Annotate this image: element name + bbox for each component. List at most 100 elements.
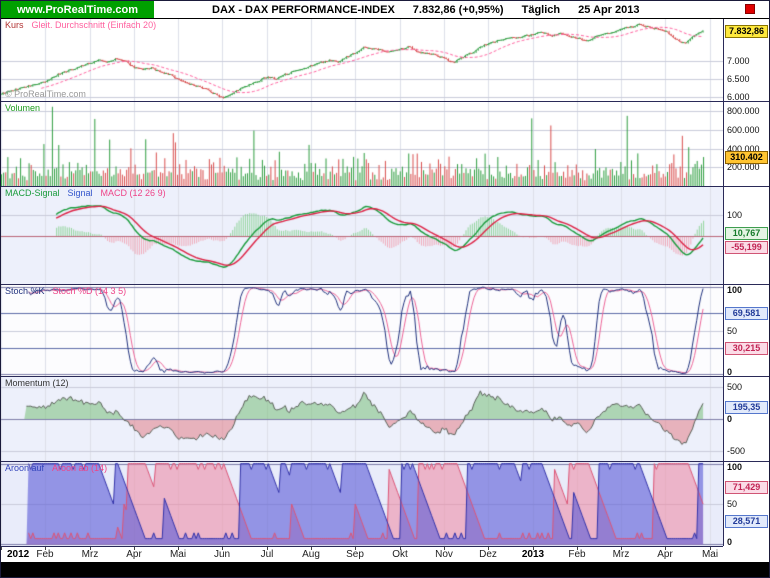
volume-panel: Volumen 800.000 600.000 400.000 200.000 310.… [1,101,769,186]
time-axis-tick [311,547,312,550]
volume-axis: 800.000 600.000 400.000 200.000 310.402 [723,102,769,186]
time-axis-label: Mai [701,549,719,560]
aroon-chart-canvas[interactable] [1,462,723,546]
time-axis-label: Sep [346,549,364,560]
price-chart-canvas[interactable] [1,19,723,101]
time-axis-label: Apr [126,549,142,560]
time-axis-label: Mai [169,549,187,560]
price-panel: Kurs Gleit. Durchschnitt (Einfach 20) © … [1,19,769,102]
record-status-icon[interactable] [745,4,755,14]
time-axis-label: Mrz [612,549,630,560]
time-axis-tick [710,547,711,550]
momentum-series-label: Momentum (12) [5,378,69,388]
time-axis-tick [621,547,622,550]
time-axis-label: Okt [392,549,408,560]
time-axis-label: Feb [568,549,586,560]
macd-histogram-label: MACD-Signal [5,188,60,198]
aroon-legend: Aroon auf Aroon ab (14) [5,463,107,473]
date-label: 25 Apr 2013 [578,3,640,16]
time-axis-label: Nov [435,549,453,560]
prorealtime-watermark: © ProRealTime.com [5,89,86,99]
y-axis-label: 50 [727,325,738,336]
chart-header: www.ProRealTime.com DAX - DAX PERFORMANC… [1,1,769,19]
time-axis-tick [444,547,445,550]
y-axis-label: 100 [727,462,743,472]
macd-axis: 100 10,767 -55,199 [723,187,769,284]
time-axis-label: 2012 [7,549,30,560]
y-axis-label: 400.000 [727,143,760,154]
time-axis-label: Apr [657,549,673,560]
time-axis-label: Jun [213,549,231,560]
time-axis-label: Aug [302,549,320,560]
macd-chart-canvas[interactable] [1,187,723,284]
y-axis-label: 0 [727,367,733,377]
aroon-value-badge: 71,429 [725,480,768,494]
time-axis-label: Feb [36,549,54,560]
time-axis-tick [533,547,534,550]
macd-line-label: MACD (12 26 9) [100,188,166,198]
moving-average-label: Gleit. Durchschnitt (Einfach 20) [31,20,157,30]
aroon-axis: 100 50 0 71,429 28,571 [723,462,769,547]
momentum-legend: Momentum (12) [5,378,69,388]
stoch-panel: Stoch %K Stoch %D (14 3 5) 100 50 0 69,581 3… [1,284,769,377]
instrument-title: DAX - DAX PERFORMANCE-INDEX [212,3,395,16]
time-axis-label: Dez [479,549,497,560]
time-axis-tick [400,547,401,550]
y-axis-label: 800.000 [727,106,760,117]
y-axis-label: 600.000 [727,125,760,135]
window-bottom-bar [1,562,769,577]
y-axis-label: 100 [727,209,743,220]
aroon-value-badge: 28,571 [725,515,768,529]
stoch-k-label: Stoch %K [5,286,45,296]
volume-chart-canvas[interactable] [1,102,723,186]
time-axis-tick [134,547,135,550]
y-axis-label: 6.500 [727,73,750,84]
macd-panel: MACD-Signal Signal MACD (12 26 9) 100 10,… [1,186,769,284]
y-axis-label: 100 [727,285,743,295]
y-axis-label: 0 [727,537,733,547]
price-axis: 7.000 6.500 6.000 7.832,86 [723,19,769,102]
y-axis-label: -500 [727,445,746,456]
time-axis-tick [488,547,489,550]
stoch-legend: Stoch %K Stoch %D (14 3 5) [5,286,126,296]
y-axis-label: 200.000 [727,162,760,173]
y-axis-label: 6.000 [727,91,750,102]
time-axis-label: Jul [260,549,274,560]
y-axis-label: 7.000 [727,55,750,66]
time-axis-tick [90,547,91,550]
stoch-value-badge: 30,215 [725,341,768,355]
time-axis-tick [577,547,578,550]
chart-title-group: DAX - DAX PERFORMANCE-INDEX 7.832,86 (+0… [212,4,639,16]
macd-signal-label: Signal [67,188,93,198]
time-axis-tick [45,547,46,550]
momentum-panel: Momentum (12) 500 0 -500 195,35 [1,376,769,461]
price-series-label: Kurs [5,20,24,30]
last-quote: 7.832,86 (+0,95%) [412,3,504,16]
momentum-value-badge: 195,35 [725,400,768,414]
stoch-d-label: Stoch %D (14 3 5) [52,286,127,296]
time-axis-tick [1,547,2,550]
stoch-axis: 100 50 0 69,581 30,215 [723,285,769,377]
price-legend: Kurs Gleit. Durchschnitt (Einfach 20) [5,20,156,30]
y-axis-label: 500 [727,382,743,393]
volume-legend: Volumen [5,103,40,113]
price-value-badge: 7.832,86 [725,24,768,38]
time-axis-tick [355,547,356,550]
time-axis[interactable]: 2012 Feb Mrz Apr Mai Jun Jul Aug Sep Okt Nov Dez 201… [1,546,723,562]
momentum-axis: 500 0 -500 195,35 [723,377,769,461]
aroon-panel: Aroon auf Aroon ab (14) 100 50 0 71,429 28,5… [1,461,769,547]
time-axis-tick [267,547,268,550]
momentum-chart-canvas[interactable] [1,377,723,461]
stoch-chart-canvas[interactable] [1,285,723,376]
macd-value-badge: -55,199 [725,240,768,254]
time-axis-label: Mrz [81,549,99,560]
timeframe-label: Täglich [521,3,561,16]
time-axis-label: 2013 [521,549,545,560]
macd-legend: MACD-Signal Signal MACD (12 26 9) [5,188,166,198]
prorealtime-logo-link[interactable]: www.ProRealTime.com [1,1,155,18]
y-axis-label: 0 [727,414,733,424]
aroon-up-label: Aroon auf [5,463,45,473]
aroon-down-label: Aroon ab (14) [52,463,108,473]
time-axis-tick [665,547,666,550]
stoch-value-badge: 69,581 [725,307,768,321]
